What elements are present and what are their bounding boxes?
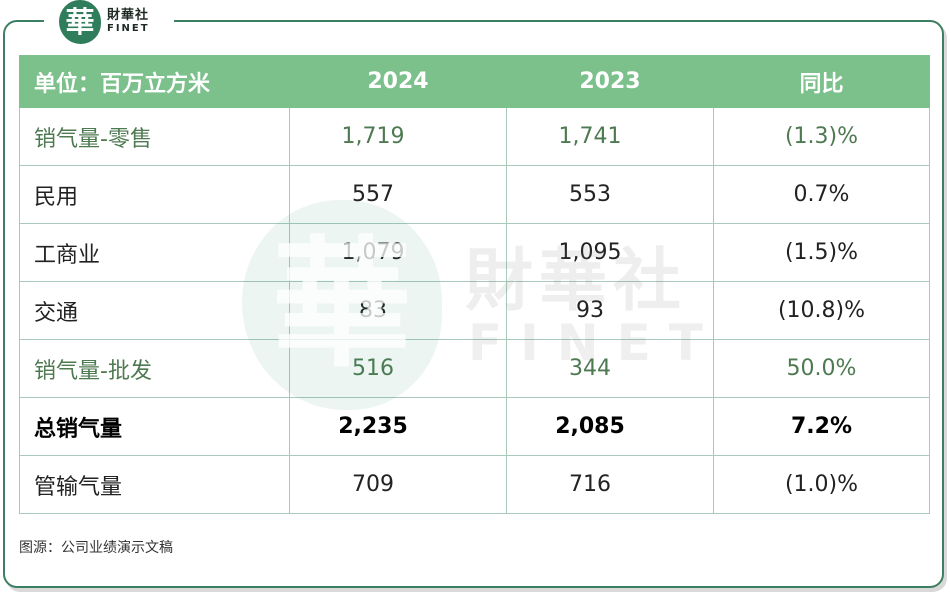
gas-sales-table: 单位：百万立方米 2024 2023 同比 销气量-零售 1,719 1,741… xyxy=(19,55,930,514)
header-yoy: 同比 xyxy=(713,55,930,108)
row-yoy: (1.3)% xyxy=(713,107,930,166)
row-yoy: (1.5)% xyxy=(713,223,930,282)
row-value-2024: 1,719 xyxy=(289,107,507,166)
row-value-2023: 1,741 xyxy=(506,107,714,166)
finet-logo-seal: 華 xyxy=(59,0,101,44)
table-row: 工商业 1,079 1,095 (1.5)% xyxy=(19,223,930,282)
row-label: 管输气量 xyxy=(19,455,290,514)
row-value-2023: 2,085 xyxy=(506,397,714,456)
table-row: 销气量-零售 1,719 1,741 (1.3)% xyxy=(19,107,930,166)
row-label: 民用 xyxy=(19,165,290,224)
row-value-2023: 716 xyxy=(506,455,714,514)
row-value-2023: 93 xyxy=(506,281,714,340)
row-label: 总销气量 xyxy=(19,397,290,456)
table-row: 交通 83 93 (10.8)% xyxy=(19,281,930,340)
logo-name-cn: 財華社 xyxy=(107,8,150,23)
finet-logo-wordmark: 財華社 FINET xyxy=(107,9,163,34)
row-yoy: (1.0)% xyxy=(713,455,930,514)
row-yoy: 7.2% xyxy=(713,397,930,456)
row-value-2024: 709 xyxy=(289,455,507,514)
row-yoy: (10.8)% xyxy=(713,281,930,340)
logo-name-en: FINET xyxy=(107,23,150,34)
row-label: 交通 xyxy=(19,281,290,340)
header-2024: 2024 xyxy=(289,55,507,108)
table-row: 管输气量 709 716 (1.0)% xyxy=(19,455,930,514)
row-value-2023: 344 xyxy=(506,339,714,398)
row-value-2024: 516 xyxy=(289,339,507,398)
table-row: 民用 557 553 0.7% xyxy=(19,165,930,224)
row-label: 工商业 xyxy=(19,223,290,282)
row-label: 销气量-零售 xyxy=(19,107,290,166)
row-value-2024: 557 xyxy=(289,165,507,224)
source-caption: 图源：公司业绩演示文稿 xyxy=(19,540,173,556)
table-row: 销气量-批发 516 344 50.0% xyxy=(19,339,930,398)
row-value-2023: 553 xyxy=(506,165,714,224)
header-2023: 2023 xyxy=(506,55,714,108)
table-header-row: 单位：百万立方米 2024 2023 同比 xyxy=(19,55,930,108)
row-value-2024: 1,079 xyxy=(289,223,507,282)
row-value-2023: 1,095 xyxy=(506,223,714,282)
row-value-2024: 83 xyxy=(289,281,507,340)
row-yoy: 0.7% xyxy=(713,165,930,224)
table-row-total: 总销气量 2,235 2,085 7.2% xyxy=(19,397,930,456)
row-label: 销气量-批发 xyxy=(19,339,290,398)
row-yoy: 50.0% xyxy=(713,339,930,398)
row-value-2024: 2,235 xyxy=(289,397,507,456)
header-unit: 单位：百万立方米 xyxy=(19,55,290,108)
